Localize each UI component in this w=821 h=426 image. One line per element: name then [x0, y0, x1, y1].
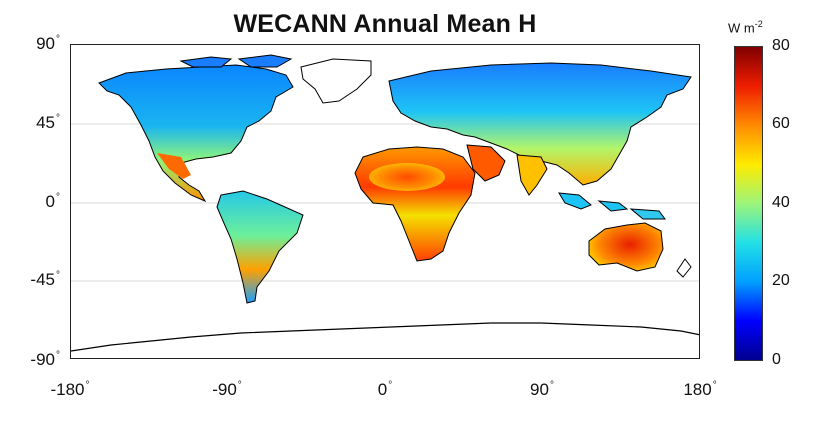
region-greenland [300, 58, 372, 104]
colorbar-tick-label: 0 [772, 351, 781, 368]
y-tick-label: 90° [36, 34, 60, 53]
region-antarctica [71, 322, 699, 352]
region-new-zealand [676, 258, 692, 278]
region-eurasia [388, 62, 692, 186]
y-tick-label: 0° [45, 192, 60, 211]
region-mexico [157, 153, 191, 179]
x-tick-label: -90° [212, 380, 242, 399]
region-india [516, 154, 548, 196]
y-tick-label: 45° [36, 113, 60, 132]
region-new-guinea [629, 208, 666, 220]
x-tick-label: 0° [377, 380, 393, 399]
colorbar-tick-label: 20 [772, 272, 790, 289]
x-tick-label: -180° [50, 380, 90, 399]
map-area [70, 44, 700, 359]
region-arabia [466, 144, 506, 182]
region-indonesia [558, 192, 629, 212]
region-south-america [216, 190, 304, 304]
colorbar-tick-label: 80 [772, 37, 790, 54]
region-north-america [98, 64, 294, 203]
region-australia [588, 222, 664, 272]
x-tick-label: 180° [683, 380, 717, 399]
colorbar [734, 46, 763, 361]
colorbar-tick-label: 40 [772, 194, 790, 211]
y-tick-label: -45° [30, 270, 60, 289]
region-sahara-core [369, 163, 445, 191]
y-tick-label: -90° [30, 350, 60, 369]
world-map [71, 54, 699, 352]
x-tick-label: 90° [530, 380, 554, 399]
colorbar-unit-label: W m-2 [728, 19, 763, 36]
chart-title: WECANN Annual Mean H [233, 10, 537, 38]
colorbar-tick-label: 60 [772, 115, 790, 132]
region-arctic-islands [179, 54, 293, 68]
